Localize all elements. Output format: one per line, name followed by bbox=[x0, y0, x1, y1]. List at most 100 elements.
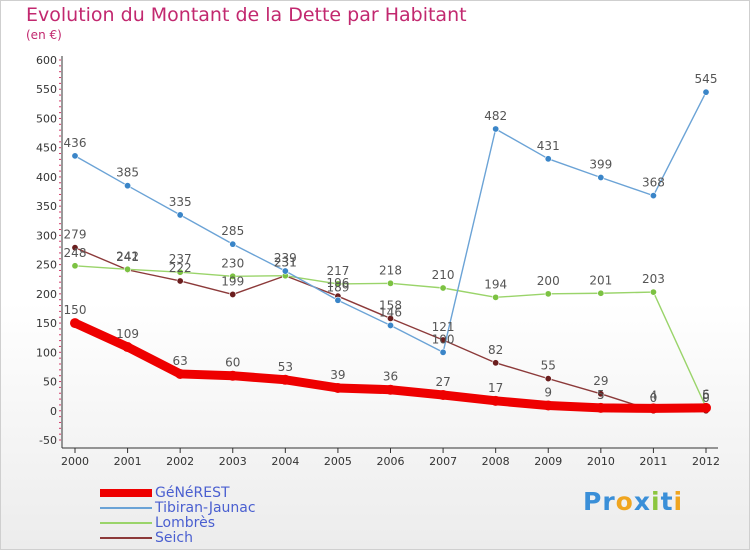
data-point bbox=[227, 370, 238, 381]
y-tick-label: 100 bbox=[36, 346, 57, 359]
data-label: 150 bbox=[64, 303, 87, 317]
data-label: 242 bbox=[116, 249, 139, 263]
data-point bbox=[386, 314, 394, 322]
data-point bbox=[439, 348, 447, 356]
data-point bbox=[438, 389, 449, 400]
x-tick-label: 2005 bbox=[324, 455, 352, 468]
data-point bbox=[332, 382, 343, 393]
data-label: 218 bbox=[379, 263, 402, 277]
data-label: 201 bbox=[589, 273, 612, 287]
data-label: 189 bbox=[326, 280, 349, 294]
data-label: 5 bbox=[597, 388, 605, 402]
data-label: 203 bbox=[642, 272, 665, 286]
data-point bbox=[597, 289, 605, 297]
y-tick-label: 450 bbox=[36, 142, 57, 155]
data-label: 248 bbox=[64, 246, 87, 260]
logo-letter: x bbox=[633, 487, 651, 516]
data-point bbox=[175, 368, 186, 379]
data-label: 279 bbox=[64, 228, 87, 242]
x-tick-label: 2004 bbox=[271, 455, 299, 468]
legend-label-lombres: Lombrès bbox=[155, 515, 215, 531]
data-label: 5 bbox=[702, 388, 710, 402]
data-point bbox=[543, 400, 554, 411]
legend-label-seich: Seich bbox=[155, 530, 193, 546]
y-tick-label: 250 bbox=[36, 259, 57, 272]
data-point bbox=[648, 403, 659, 414]
data-label: 0 bbox=[702, 391, 710, 405]
data-point bbox=[595, 402, 606, 413]
data-label: 200 bbox=[537, 274, 560, 288]
data-point bbox=[490, 395, 501, 406]
chart-unit-label: (en €) bbox=[26, 28, 62, 42]
data-label: 431 bbox=[537, 139, 560, 153]
y-tick-label: 150 bbox=[36, 317, 57, 330]
x-tick-label: 2009 bbox=[534, 455, 562, 468]
data-point bbox=[702, 88, 710, 96]
data-point bbox=[71, 244, 79, 252]
series-line-0 bbox=[70, 318, 711, 413]
y-tick-label: 400 bbox=[36, 171, 57, 184]
data-label: 63 bbox=[173, 354, 188, 368]
y-tick-label: 300 bbox=[36, 229, 57, 242]
data-label: 239 bbox=[274, 251, 297, 265]
data-label: 0 bbox=[650, 391, 658, 405]
data-label: 6 bbox=[702, 387, 710, 401]
data-point bbox=[544, 155, 552, 163]
data-label: 545 bbox=[695, 72, 718, 86]
legend-item-seich: Seich bbox=[100, 530, 300, 546]
data-point bbox=[597, 390, 605, 398]
data-point bbox=[71, 152, 79, 160]
data-point bbox=[701, 402, 711, 413]
data-point bbox=[229, 290, 237, 298]
data-label: 217 bbox=[326, 264, 349, 278]
legend-swatch-seich bbox=[100, 537, 152, 539]
y-tick-label: 550 bbox=[36, 83, 57, 96]
logo-letter: r bbox=[602, 487, 616, 516]
legend-label-generest: GéNéREST bbox=[155, 485, 230, 501]
x-tick-label: 2011 bbox=[639, 455, 667, 468]
data-label: 385 bbox=[116, 166, 139, 180]
data-label: 222 bbox=[169, 261, 192, 275]
data-label: 335 bbox=[169, 195, 192, 209]
legend-swatch-generest bbox=[100, 489, 152, 497]
data-label: 482 bbox=[484, 109, 507, 123]
data-point bbox=[229, 240, 237, 248]
data-label: 231 bbox=[274, 256, 297, 270]
data-label: 196 bbox=[326, 276, 349, 290]
data-point bbox=[544, 290, 552, 298]
x-tick-label: 2001 bbox=[114, 455, 142, 468]
data-label: 285 bbox=[221, 224, 244, 238]
y-tick-label: 200 bbox=[36, 288, 57, 301]
data-label: 399 bbox=[589, 158, 612, 172]
data-label: 17 bbox=[488, 381, 503, 395]
data-point bbox=[544, 375, 552, 383]
legend-item-generest: GéNéREST bbox=[100, 485, 300, 501]
data-label: 436 bbox=[64, 136, 87, 150]
x-tick-label: 2002 bbox=[166, 455, 194, 468]
y-tick-label: 0 bbox=[50, 405, 57, 418]
data-label: 36 bbox=[383, 370, 398, 384]
data-label: 241 bbox=[116, 250, 139, 264]
data-label: 146 bbox=[379, 305, 402, 319]
x-tick-label: 2008 bbox=[482, 455, 510, 468]
legend: GéNéREST Tibiran-Jaunac Lombrès Seich bbox=[100, 485, 300, 546]
data-label: 109 bbox=[116, 327, 139, 341]
legend-swatch-tibiran-jaunac bbox=[100, 507, 152, 509]
data-point bbox=[492, 293, 500, 301]
data-label: 121 bbox=[432, 320, 455, 334]
logo-letter: t bbox=[660, 487, 674, 516]
data-label: 39 bbox=[330, 368, 345, 382]
legend-label-tibiran-jaunac: Tibiran-Jaunac bbox=[155, 500, 256, 516]
data-point bbox=[649, 192, 657, 200]
data-label: 230 bbox=[221, 256, 244, 270]
data-point bbox=[492, 359, 500, 367]
data-label: 158 bbox=[379, 298, 402, 312]
data-point bbox=[439, 284, 447, 292]
data-point bbox=[176, 268, 184, 276]
data-point bbox=[176, 211, 184, 219]
data-label: 4 bbox=[650, 388, 658, 402]
data-label: 29 bbox=[593, 374, 608, 388]
data-point bbox=[229, 272, 237, 280]
